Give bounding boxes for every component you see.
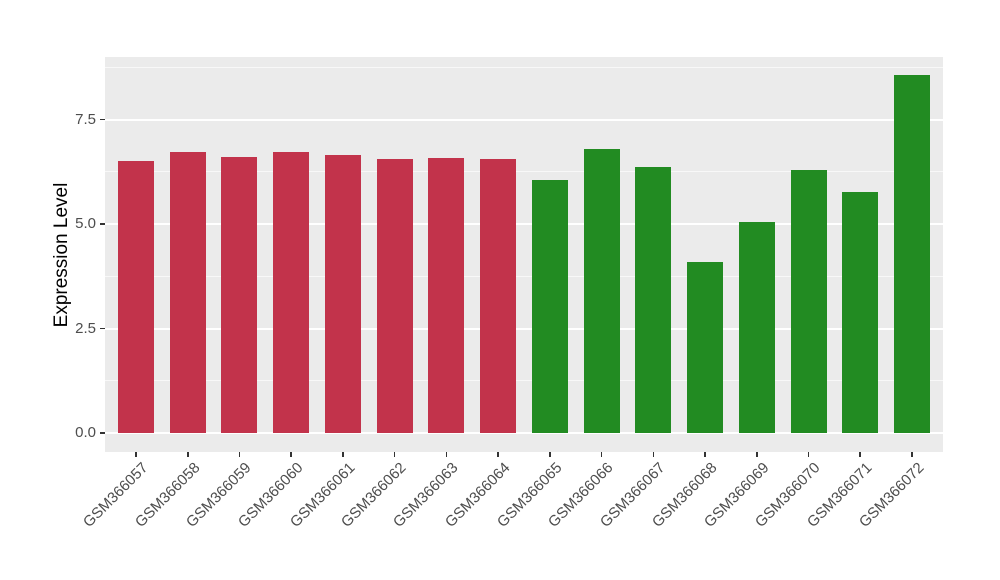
gridline-minor <box>105 171 943 173</box>
bar-GSM366065 <box>532 179 568 434</box>
x-axis-tick-mark <box>497 452 499 457</box>
bar-GSM366072 <box>894 74 930 434</box>
x-axis-tick-mark <box>549 452 551 457</box>
bar-GSM366066 <box>584 148 620 434</box>
y-axis-tick-label: 2.5 <box>75 319 96 337</box>
gridline-major <box>105 223 943 226</box>
x-axis-tick-mark <box>600 452 603 457</box>
bar-GSM366063 <box>428 158 464 434</box>
y-axis-tick-mark <box>100 118 105 121</box>
gridline-minor <box>105 275 943 277</box>
plot-panel <box>105 57 943 452</box>
bar-GSM366071 <box>842 192 878 434</box>
y-axis-title: Expression Level <box>51 182 72 327</box>
y-axis-tick-label: 7.5 <box>75 110 96 128</box>
bar-GSM366061 <box>325 154 361 434</box>
bar-GSM366070 <box>791 169 827 434</box>
x-axis-tick-mark <box>807 452 810 457</box>
gridline-major <box>105 118 943 121</box>
bar-GSM366060 <box>273 151 309 434</box>
gridline-minor <box>105 66 943 68</box>
y-axis-tick-mark <box>100 327 105 330</box>
y-axis-tick-mark <box>100 432 105 434</box>
y-axis-tick-label: 5.0 <box>75 215 96 233</box>
bar-GSM366068 <box>687 261 723 434</box>
x-axis-tick-mark <box>756 452 758 457</box>
bar-GSM366058 <box>170 152 206 434</box>
bar-GSM366069 <box>739 221 775 434</box>
gridline-major <box>105 432 943 435</box>
y-axis-tick-mark <box>100 223 105 225</box>
x-axis-tick-mark <box>652 452 655 457</box>
x-axis-tick-mark <box>704 452 706 457</box>
y-axis-tick-label: 0.0 <box>75 424 96 442</box>
x-axis-tick-mark <box>445 452 448 457</box>
bar-GSM366064 <box>480 159 516 434</box>
x-axis-tick-mark <box>135 452 137 457</box>
x-axis-tick-mark <box>859 452 861 457</box>
bar-GSM366067 <box>635 166 671 434</box>
x-axis-tick-mark <box>393 452 396 457</box>
x-axis-tick-mark <box>187 452 189 457</box>
x-axis-tick-mark <box>911 452 913 457</box>
bar-GSM366062 <box>377 159 413 434</box>
x-axis-tick-mark <box>290 452 292 457</box>
gridline-minor <box>105 380 943 382</box>
x-axis-tick-mark <box>238 452 241 457</box>
x-axis-tick-mark <box>342 452 344 457</box>
bar-GSM366057 <box>118 161 154 434</box>
bar-GSM366059 <box>221 157 257 434</box>
gridline-major <box>105 327 943 330</box>
